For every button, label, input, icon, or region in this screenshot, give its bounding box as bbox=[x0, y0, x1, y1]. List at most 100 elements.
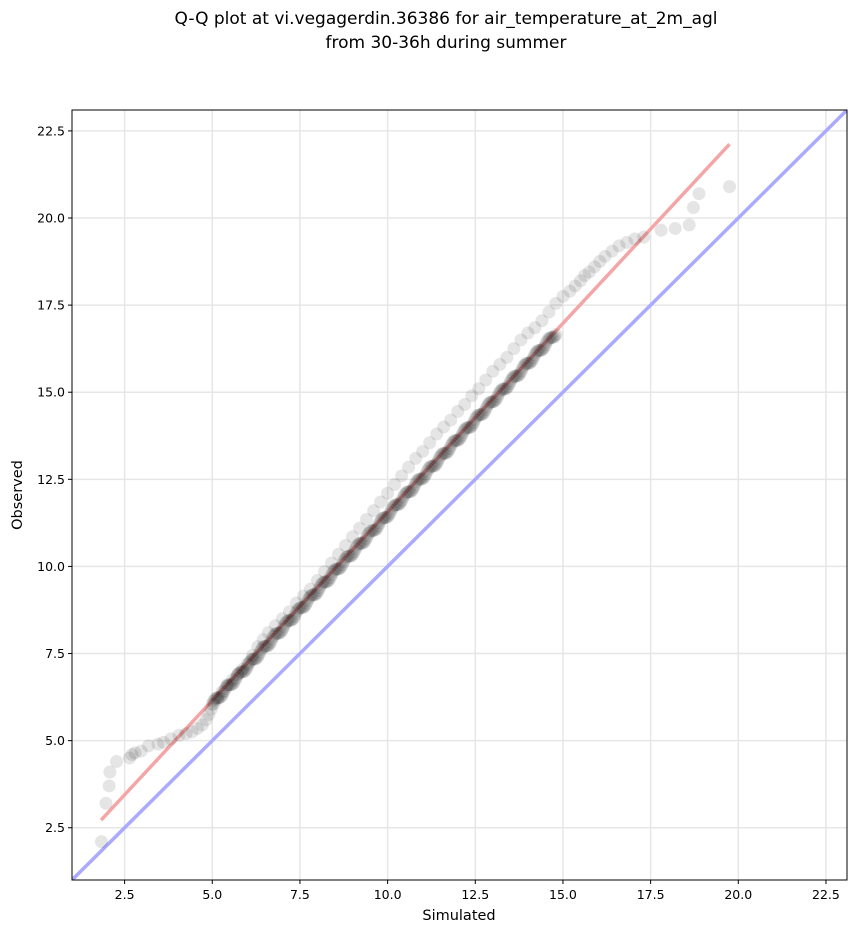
quantile-point bbox=[273, 626, 287, 640]
quantile-point bbox=[522, 356, 536, 370]
quantile-point bbox=[339, 550, 353, 564]
quantile-point bbox=[387, 499, 401, 513]
quantile-point bbox=[286, 612, 300, 626]
quantile-point bbox=[507, 342, 521, 356]
quantile-point bbox=[383, 506, 397, 520]
quantile-point bbox=[533, 343, 547, 357]
quantile-point bbox=[357, 536, 371, 550]
quantile-point bbox=[433, 449, 447, 463]
quantile-point bbox=[278, 617, 292, 631]
quantile-point bbox=[416, 471, 430, 485]
quantile-point bbox=[453, 431, 467, 445]
quantile-point bbox=[457, 423, 471, 437]
quantile-point bbox=[479, 373, 493, 387]
plot-frame bbox=[71, 109, 848, 881]
quantile-point bbox=[303, 582, 317, 596]
quantile-point bbox=[529, 346, 543, 360]
quantile-point bbox=[537, 341, 551, 355]
quantile-point bbox=[231, 667, 245, 681]
quantile-point bbox=[367, 504, 381, 518]
quantile-point bbox=[430, 457, 444, 471]
quantile-point bbox=[353, 521, 367, 535]
quantile-point bbox=[313, 581, 327, 595]
quantile-point bbox=[296, 601, 310, 615]
quantile-point bbox=[378, 511, 392, 525]
quantile-point bbox=[141, 739, 155, 753]
quantile-point bbox=[509, 369, 523, 383]
quantile-point bbox=[368, 523, 382, 537]
quantile-point bbox=[326, 565, 340, 579]
quantile-point bbox=[248, 652, 262, 666]
quantile-point bbox=[309, 587, 323, 601]
quantile-point bbox=[399, 486, 413, 500]
quantile-point bbox=[420, 464, 434, 478]
quantile-point bbox=[437, 420, 451, 434]
quantile-point bbox=[541, 333, 555, 347]
quantile-point bbox=[440, 446, 454, 460]
quantile-point bbox=[513, 366, 527, 380]
quantile-point bbox=[172, 728, 186, 742]
quantile-point bbox=[528, 348, 542, 362]
quantile-point bbox=[306, 588, 320, 602]
quantile-point bbox=[347, 545, 361, 559]
quantile-point bbox=[334, 560, 348, 574]
quantile-point bbox=[423, 460, 437, 474]
quantile-point bbox=[380, 510, 394, 524]
quantile-point bbox=[252, 648, 266, 662]
quantile-point bbox=[257, 639, 271, 653]
quantile-point bbox=[281, 614, 295, 628]
quantile-point bbox=[530, 344, 544, 358]
quantile-point bbox=[468, 413, 482, 427]
quantile-point bbox=[264, 635, 278, 649]
quantile-point bbox=[240, 661, 254, 675]
quantile-point bbox=[432, 451, 446, 465]
quantile-point bbox=[261, 639, 275, 653]
quantile-point bbox=[402, 485, 416, 499]
quantile-point bbox=[521, 356, 535, 370]
reference-line-y-equals-x bbox=[72, 110, 847, 880]
quantile-point bbox=[275, 612, 289, 626]
quantile-point bbox=[480, 400, 494, 414]
x-tick-label: 5.0 bbox=[202, 887, 222, 902]
quantile-point bbox=[298, 599, 312, 613]
quantile-point bbox=[390, 498, 404, 512]
quantile-point bbox=[526, 351, 540, 365]
quantile-point bbox=[414, 472, 428, 486]
quantile-point bbox=[366, 523, 380, 537]
quantile-point bbox=[296, 589, 310, 603]
quantile-point bbox=[282, 613, 296, 627]
quantile-point bbox=[491, 390, 505, 404]
quantile-point bbox=[191, 721, 205, 735]
quantile-point bbox=[268, 628, 282, 642]
quantile-point bbox=[346, 547, 360, 561]
quantile-point bbox=[199, 713, 213, 727]
quantile-point bbox=[290, 604, 304, 618]
quantile-point bbox=[573, 274, 587, 288]
quantile-point bbox=[487, 395, 501, 409]
quantile-point bbox=[517, 358, 531, 372]
quantile-point bbox=[394, 496, 408, 510]
quantile-point bbox=[134, 744, 148, 758]
quantile-point bbox=[384, 503, 398, 517]
quantile-point bbox=[439, 446, 453, 460]
quantile-point bbox=[443, 441, 457, 455]
quantile-point bbox=[549, 328, 563, 342]
quantile-point bbox=[437, 446, 451, 460]
quantile-point bbox=[310, 586, 324, 600]
quantile-point bbox=[157, 735, 171, 749]
x-tick-label: 20.0 bbox=[724, 887, 752, 902]
quantile-point bbox=[538, 338, 552, 352]
quantile-point bbox=[302, 591, 316, 605]
quantile-point bbox=[535, 314, 549, 328]
quantile-point bbox=[125, 748, 139, 762]
lines bbox=[72, 110, 847, 880]
quantile-point bbox=[303, 589, 317, 603]
quantile-point bbox=[354, 536, 368, 550]
quantile-point bbox=[294, 601, 308, 615]
quantile-point bbox=[236, 665, 250, 679]
quantile-point bbox=[265, 632, 279, 646]
quantile-point bbox=[341, 549, 355, 563]
quantile-point bbox=[237, 665, 251, 679]
quantile-point bbox=[501, 379, 515, 393]
